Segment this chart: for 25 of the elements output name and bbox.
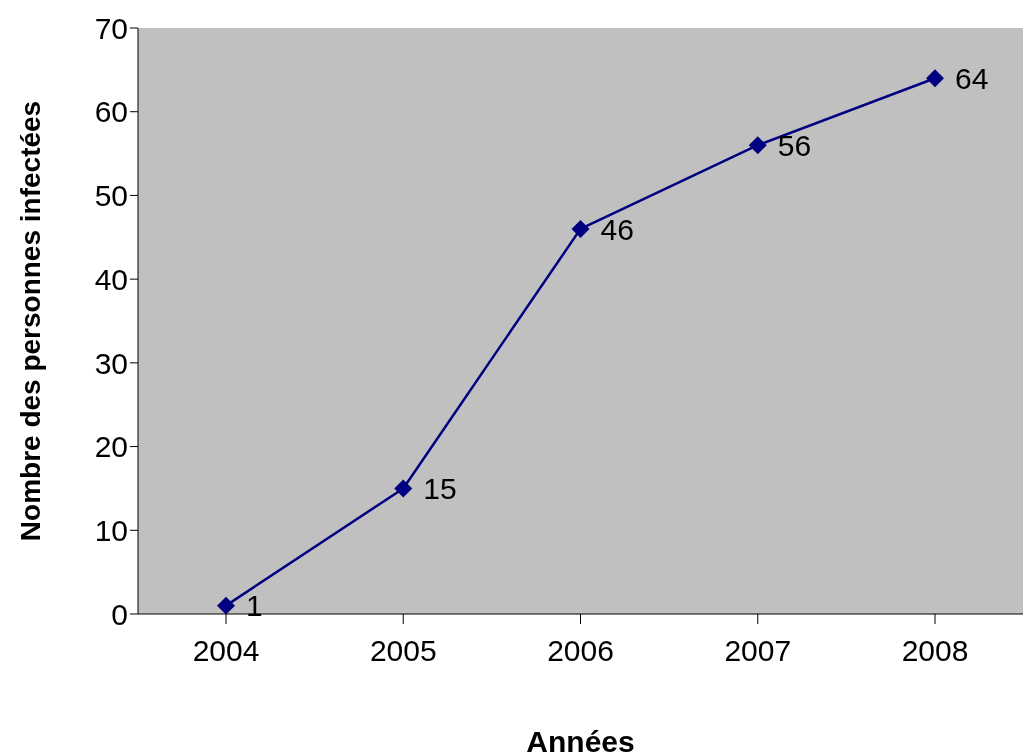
point	[571, 219, 590, 238]
y-axis-title: Nombre des personnes infectées	[14, 100, 46, 542]
y-tick-label: 20	[94, 430, 128, 464]
data-label: 64	[955, 61, 989, 95]
point	[748, 136, 767, 155]
point	[217, 596, 235, 614]
x-tick-label: 2004	[192, 634, 260, 668]
point	[926, 69, 944, 88]
data-label: 56	[777, 128, 812, 162]
x-tick-label: 2007	[724, 634, 792, 668]
y-tick-label: 0	[111, 597, 128, 631]
x-tick-label: 2005	[369, 634, 437, 668]
point	[394, 479, 413, 498]
x-tick-label: 2008	[901, 634, 969, 668]
data-label: 15	[423, 472, 457, 506]
data-label: 46	[600, 212, 634, 246]
x-axis-title: Années	[526, 725, 635, 752]
y-tick-label: 10	[94, 513, 128, 547]
data-label: 1	[246, 589, 263, 623]
y-tick-label: 70	[94, 11, 128, 45]
y-tick-label: 50	[94, 179, 128, 213]
y-tick-label: 40	[94, 262, 128, 296]
y-tick-label: 60	[94, 95, 128, 129]
x-tick-label: 2006	[547, 634, 614, 668]
y-tick-label: 30	[94, 346, 128, 380]
